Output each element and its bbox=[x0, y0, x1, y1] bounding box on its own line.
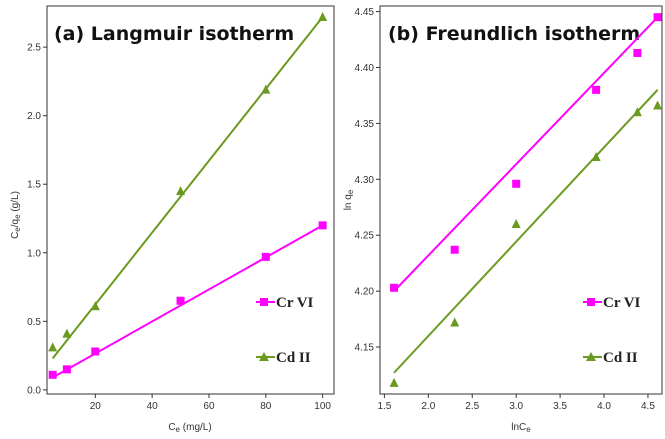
point-cd-a bbox=[318, 11, 328, 21]
point-cr-a bbox=[62, 365, 71, 374]
y-axis-label-a: Ce/qe (g/L) bbox=[10, 191, 22, 239]
point-cd-a bbox=[176, 186, 186, 196]
y-axis-label-b: ln qe bbox=[343, 189, 355, 210]
y-tick-label-b: 4.30 bbox=[355, 175, 375, 186]
point-cd-a bbox=[48, 342, 58, 352]
y-tick-label-b: 4.25 bbox=[355, 231, 375, 242]
x-ticks-b: 1.5 2.0 2.5 3.0 3.5 4.0 4.5 bbox=[377, 394, 655, 412]
legend-marker-cd-a bbox=[259, 352, 269, 361]
point-cr-a bbox=[318, 221, 327, 230]
point-cd-b bbox=[653, 100, 663, 110]
x-tick-label-b: 2.5 bbox=[465, 401, 479, 412]
point-cd-a bbox=[90, 301, 100, 311]
x-tick-label-a: 60 bbox=[203, 401, 215, 412]
legend-marker-cr-b bbox=[587, 298, 595, 306]
chart-title-a: (a) Langmuir isotherm bbox=[54, 23, 294, 45]
point-cr-a bbox=[48, 370, 57, 379]
data-points-a bbox=[48, 11, 328, 379]
point-cr-a bbox=[261, 252, 270, 261]
point-cd-b bbox=[511, 219, 521, 229]
legend-a: Cr VI Cd II bbox=[256, 295, 314, 366]
y-tick-label-a: 0.5 bbox=[27, 317, 41, 328]
y-tick-label-b: 4.40 bbox=[355, 63, 375, 74]
x-tick-label-b: 3.5 bbox=[553, 401, 567, 412]
point-cr-b bbox=[653, 13, 662, 22]
y-tick-label-b: 4.20 bbox=[355, 287, 375, 298]
legend-marker-cd-b bbox=[586, 352, 596, 361]
y-tick-label-b: 4.45 bbox=[355, 7, 375, 18]
point-cd-a bbox=[62, 328, 72, 338]
x-tick-label-a: 100 bbox=[314, 401, 331, 412]
x-tick-label-b: 3.0 bbox=[509, 401, 523, 412]
legend-b: Cr VI Cd II bbox=[583, 295, 641, 366]
plot-frame-a bbox=[46, 5, 335, 395]
chart-title-b: (b) Freundlich isotherm bbox=[388, 23, 640, 45]
y-tick-label-a: 2.5 bbox=[27, 43, 41, 54]
y-tick-label-a: 2.0 bbox=[27, 111, 41, 122]
x-tick-label-b: 1.5 bbox=[377, 401, 391, 412]
y-tick-label-b: 4.15 bbox=[355, 343, 375, 354]
x-tick-label-a: 20 bbox=[90, 401, 102, 412]
plot-frame-b bbox=[379, 5, 663, 395]
point-cd-b bbox=[632, 107, 642, 117]
y-tick-label-a: 1.5 bbox=[27, 180, 41, 191]
panel-freundlich: (b) Freundlich isotherm lnCe ln qe 1.5 2.… bbox=[343, 5, 663, 434]
x-ticks-a: 20 40 60 80 100 bbox=[90, 394, 331, 412]
point-cd-b bbox=[450, 317, 460, 327]
fit-lines-b bbox=[393, 16, 659, 374]
y-tick-label-a: 0.0 bbox=[27, 385, 41, 396]
point-cr-b bbox=[450, 245, 459, 254]
point-cr-a bbox=[176, 296, 185, 305]
point-cd-a bbox=[261, 84, 271, 94]
legend-label-cd-b: Cd II bbox=[603, 350, 638, 366]
point-cr-a bbox=[91, 347, 100, 356]
x-tick-label-b: 4.0 bbox=[597, 401, 611, 412]
point-cr-b bbox=[592, 85, 601, 94]
y-ticks-b: 4.15 4.20 4.25 4.30 4.35 4.40 4.45 bbox=[355, 7, 380, 354]
point-cr-b bbox=[512, 179, 521, 188]
fit-line-cr-b bbox=[393, 16, 659, 292]
x-axis-label-a: Ce (mg/L) bbox=[168, 422, 211, 434]
y-tick-label-a: 1.0 bbox=[27, 248, 41, 259]
fit-line-cd-b bbox=[393, 89, 659, 374]
x-axis-label-b: lnCe bbox=[511, 422, 531, 434]
x-tick-label-b: 2.0 bbox=[421, 401, 435, 412]
legend-label-cr-a: Cr VI bbox=[276, 295, 314, 311]
y-tick-label-b: 4.35 bbox=[355, 119, 375, 130]
legend-marker-cr-a bbox=[260, 298, 268, 306]
point-cd-b bbox=[389, 377, 399, 387]
legend-label-cd-a: Cd II bbox=[276, 350, 311, 366]
point-cr-b bbox=[633, 48, 642, 57]
point-cd-b bbox=[591, 151, 601, 161]
fit-line-cd-a bbox=[51, 16, 324, 359]
legend-label-cr-b: Cr VI bbox=[603, 295, 641, 311]
x-tick-label-a: 40 bbox=[147, 401, 159, 412]
x-tick-label-a: 80 bbox=[260, 401, 272, 412]
data-points-b bbox=[389, 13, 663, 387]
point-cr-b bbox=[390, 283, 399, 292]
x-tick-label-b: 4.5 bbox=[641, 401, 655, 412]
panel-langmuir: (a) Langmuir isotherm Ce (mg/L) Ce/qe (g… bbox=[10, 5, 335, 434]
y-ticks-a: 0.0 0.5 1.0 1.5 2.0 2.5 bbox=[27, 43, 47, 396]
